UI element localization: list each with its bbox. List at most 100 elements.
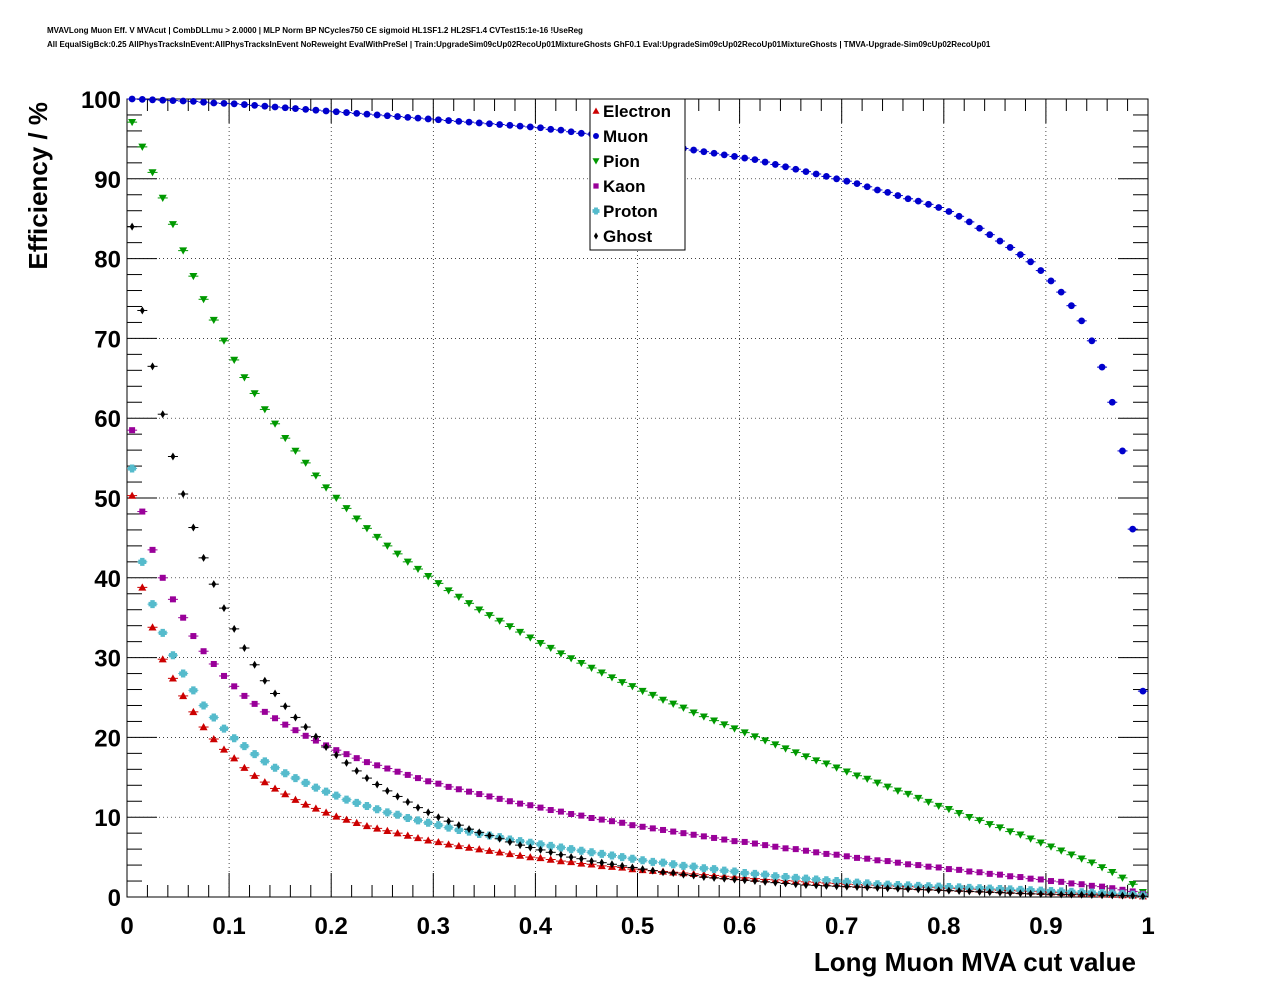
pion-point — [904, 790, 913, 799]
ghost-point — [578, 854, 584, 863]
ghost-point — [129, 222, 135, 231]
pion-point — [495, 617, 504, 625]
legend-label-proton: Proton — [603, 202, 658, 221]
ghost-point — [1058, 890, 1064, 899]
pion-point — [761, 737, 770, 745]
muon-point — [792, 165, 800, 173]
proton-point — [138, 557, 147, 566]
muon-point — [853, 180, 861, 187]
kaon-point — [333, 747, 340, 754]
ghost-point — [180, 490, 186, 499]
kaon-point — [527, 802, 534, 809]
kaon-point — [762, 842, 769, 849]
muon-point — [986, 231, 994, 239]
muon-point — [516, 122, 524, 130]
proton-point — [648, 857, 657, 866]
proton-point — [403, 813, 412, 822]
kaon-point — [159, 574, 166, 581]
pion-point — [710, 717, 719, 725]
pion-point — [1057, 847, 1066, 855]
ghost-point — [446, 817, 452, 826]
ghost-point — [732, 875, 737, 884]
x-tick-label: 0.1 — [212, 913, 245, 940]
kaon-point — [854, 854, 861, 861]
proton-point — [618, 853, 627, 862]
pion-point — [577, 659, 586, 668]
ghost-point — [823, 881, 829, 890]
legend-marker-kaon — [593, 183, 599, 189]
kaon-point — [660, 826, 667, 833]
ghost-point — [936, 886, 942, 895]
kaon-point — [690, 831, 697, 838]
kaon-point — [180, 614, 187, 621]
electron-point — [413, 833, 422, 842]
electron-point — [240, 763, 249, 771]
pion-point — [607, 674, 616, 682]
proton-point — [199, 701, 208, 710]
pion-point — [373, 533, 382, 542]
muon-point — [1119, 447, 1126, 455]
kaon-point — [884, 858, 891, 865]
electron-point — [138, 583, 147, 591]
kaon-point — [619, 819, 626, 826]
pion-point — [271, 420, 280, 428]
kaon-point — [588, 814, 595, 821]
pion-point — [128, 118, 137, 127]
ghost-point — [1048, 890, 1054, 899]
muon-point — [455, 117, 463, 125]
pion-point — [546, 644, 555, 653]
pion-point — [995, 824, 1004, 832]
legend-label-ghost: Ghost — [603, 227, 652, 246]
muon-point — [241, 101, 248, 108]
muon-point — [976, 224, 983, 232]
muon-point — [700, 148, 708, 156]
pion-point — [219, 337, 228, 345]
ghost-point — [395, 792, 400, 801]
pion-point — [791, 749, 800, 757]
muon-point — [292, 105, 299, 112]
electron-point — [424, 836, 433, 844]
legend-marker-muon — [593, 133, 599, 139]
ghost-point — [629, 863, 635, 872]
electron-point — [546, 855, 555, 863]
kaon-point — [833, 851, 840, 858]
muon-point — [965, 218, 973, 226]
electron-point — [516, 851, 525, 859]
pion-point — [454, 593, 463, 601]
muon-point — [955, 212, 963, 220]
proton-point — [740, 869, 749, 878]
proton-point — [526, 838, 535, 847]
muon-point — [169, 97, 177, 104]
kaon-point — [210, 660, 217, 667]
proton-point — [179, 669, 188, 678]
pion-point — [924, 798, 933, 807]
electron-point — [434, 837, 443, 846]
pion-point — [281, 434, 290, 443]
muon-point — [210, 99, 218, 107]
y-tick-label: 30 — [94, 646, 121, 673]
proton-point — [393, 810, 402, 819]
ghost-point — [425, 808, 431, 817]
pion-point — [720, 721, 729, 729]
ghost-point — [527, 843, 533, 852]
ghost-point — [364, 774, 370, 783]
x-tick-label: 0.9 — [1029, 913, 1062, 940]
ghost-point — [282, 702, 288, 711]
muon-point — [710, 149, 718, 157]
ghost-point — [456, 821, 462, 830]
proton-point — [311, 783, 320, 792]
kaon-point — [220, 672, 227, 679]
muon-point — [302, 105, 310, 113]
kaon-point — [414, 775, 421, 782]
electron-point — [199, 723, 208, 731]
kaon-point — [496, 795, 503, 802]
pion-point — [597, 669, 606, 677]
muon-point — [945, 208, 953, 215]
kaon-point — [721, 836, 728, 843]
y-axis-title: Efficiency / % — [23, 102, 53, 270]
proton-point — [556, 843, 565, 852]
ghost-point — [1028, 889, 1033, 898]
muon-point — [312, 106, 320, 114]
x-tick-label: 0.6 — [723, 913, 756, 940]
